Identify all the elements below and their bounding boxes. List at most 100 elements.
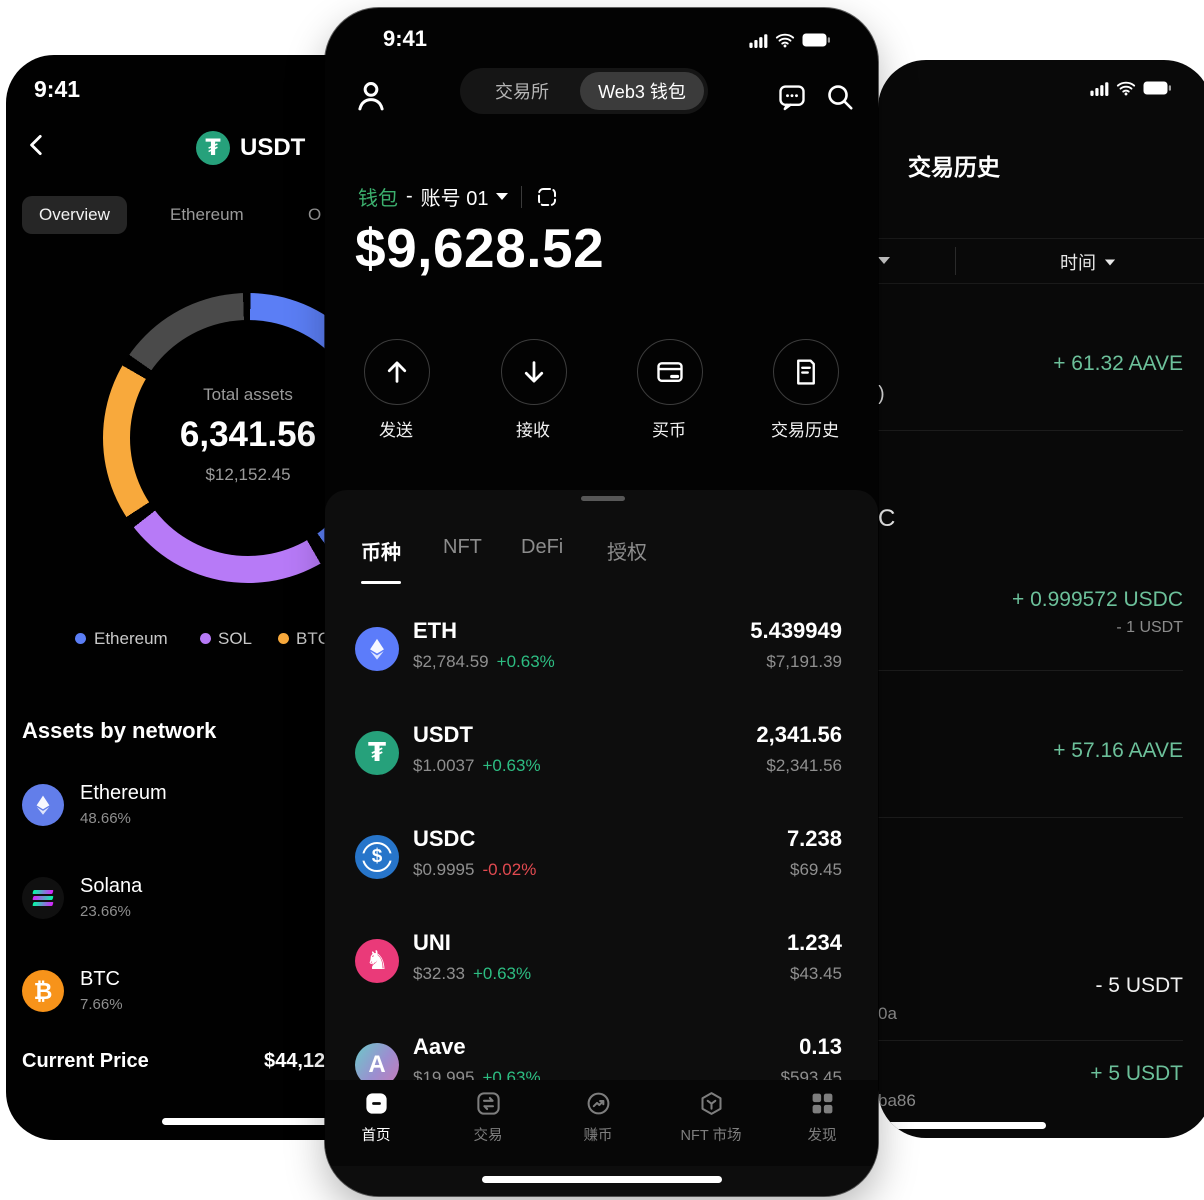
tab-nft[interactable]: NFT: [443, 536, 482, 558]
donut-center-subvalue: $12,152.45: [205, 465, 291, 484]
scan-qr-icon[interactable]: [535, 185, 559, 209]
token-change: +0.63%: [482, 756, 541, 775]
legend-dot-sol: [200, 633, 211, 644]
clipped-address-fragment: 0a: [878, 1004, 897, 1023]
tab-defi[interactable]: DeFi: [521, 536, 564, 558]
transaction-amount[interactable]: - 5 USDT: [1095, 974, 1183, 997]
receive-label: 接收: [516, 421, 550, 440]
token-row-usdt[interactable]: ₮ USDT $1.0037 +0.63% 2,341.56 $2,341.56: [325, 702, 878, 806]
segment-web3-wallet[interactable]: Web3 钱包: [580, 72, 704, 110]
legend-label-ethereum: Ethereum: [94, 629, 168, 648]
trade-icon: [475, 1090, 502, 1117]
token-price: $32.33 +0.63%: [413, 964, 532, 983]
transaction-amount[interactable]: + 5 USDT: [1090, 1062, 1183, 1085]
network-name: BTC: [80, 968, 120, 990]
segmented-control: 交易所 Web3 钱包: [460, 68, 708, 114]
filter-time-dropdown[interactable]: 时间: [1060, 249, 1116, 275]
divider: [878, 1040, 1183, 1041]
network-row-btc[interactable]: ₿ BTC 7.66%: [6, 968, 390, 1030]
donut-center-value: 6,341.56: [179, 415, 317, 454]
network-percent: 48.66%: [80, 810, 131, 827]
transaction-amount[interactable]: + 57.16 AAVE: [1053, 739, 1183, 762]
assets-sheet: [325, 490, 878, 1196]
account-name: 账号 01: [420, 188, 489, 210]
filter-divider: [955, 247, 956, 275]
history-button[interactable]: [773, 339, 839, 405]
nft-hexagon-icon: [698, 1090, 725, 1117]
buy-crypto-button[interactable]: [637, 339, 703, 405]
tab-overview[interactable]: Overview: [22, 196, 127, 234]
solana-icon: [22, 877, 64, 919]
profile-avatar-icon[interactable]: [353, 78, 389, 114]
status-icons: [749, 32, 830, 48]
nav-label: 交易: [473, 1128, 503, 1144]
token-row-usdc[interactable]: $ USDC $0.9995 -0.02% 7.238 $69.45: [325, 806, 878, 910]
legend-dot-btc: [278, 633, 289, 644]
ethereum-icon: [22, 784, 64, 826]
bottom-nav: 首页 交易 赚币 NFT 市场: [325, 1080, 878, 1166]
page-title-transaction-history: 交易历史: [908, 154, 1000, 180]
back-chevron-icon[interactable]: [24, 132, 50, 158]
support-chat-icon[interactable]: [777, 82, 807, 112]
home-indicator[interactable]: [878, 1122, 1046, 1129]
current-price-value: $44,12: [264, 1050, 326, 1072]
bitcoin-icon: ₿: [22, 970, 64, 1012]
wallet-account-row[interactable]: 钱包 - 账号 01: [358, 182, 559, 211]
chevron-down-icon[interactable]: [878, 257, 890, 264]
tab-approvals[interactable]: 授权: [607, 542, 647, 564]
network-name: Ethereum: [80, 782, 167, 804]
tab-ethereum[interactable]: Ethereum: [170, 205, 244, 224]
send-label: 发送: [379, 421, 413, 440]
token-price: $0.9995 -0.02%: [413, 860, 537, 879]
tab-other[interactable]: O: [308, 205, 322, 224]
search-icon[interactable]: [825, 82, 855, 112]
nav-label: 发现: [807, 1128, 837, 1144]
segment-exchange[interactable]: 交易所: [495, 82, 549, 102]
home-indicator[interactable]: [482, 1176, 722, 1183]
token-price: $1.0037 +0.63%: [413, 756, 541, 775]
tether-icon: ₮: [196, 131, 230, 165]
chevron-down-icon: [1104, 259, 1116, 265]
token-symbol: UNI: [413, 930, 451, 955]
network-percent: 23.66%: [80, 903, 131, 920]
divider: [878, 817, 1183, 818]
drag-handle[interactable]: [581, 496, 625, 501]
current-price-label: Current Price: [22, 1050, 149, 1072]
active-tab-underline: [361, 581, 401, 584]
divider: [878, 430, 1183, 431]
token-row-eth[interactable]: ETH $2,784.59 +0.63% 5.439949 $7,191.39: [325, 598, 878, 702]
token-change: -0.02%: [482, 860, 537, 879]
status-time: 9:41: [34, 76, 81, 102]
receive-button[interactable]: [501, 339, 567, 405]
token-amount: 5.439949: [750, 618, 842, 643]
network-row-solana[interactable]: Solana 23.66%: [6, 875, 390, 937]
token-value: $7,191.39: [766, 652, 842, 671]
clipped-text-fragment: ): [878, 383, 885, 405]
network-row-ethereum[interactable]: Ethereum 48.66%: [6, 782, 390, 844]
nav-earn[interactable]: 赚币: [550, 1090, 646, 1145]
token-value: $69.45: [790, 860, 842, 879]
arrow-down-icon: [524, 361, 544, 383]
token-price: $2,784.59 +0.63%: [413, 652, 555, 671]
usdc-icon: $: [355, 835, 399, 879]
transaction-amount[interactable]: + 61.32 AAVE: [1053, 352, 1183, 375]
nav-label: NFT 市场: [680, 1128, 742, 1144]
transaction-amount[interactable]: + 0.999572 USDC: [1011, 588, 1183, 611]
send-button[interactable]: [364, 339, 430, 405]
chevron-down-icon: [496, 193, 509, 200]
eth-icon: [355, 627, 399, 671]
nav-trade[interactable]: 交易: [440, 1090, 536, 1145]
home-indicator[interactable]: [162, 1118, 374, 1125]
nav-nft-market[interactable]: NFT 市场: [663, 1090, 759, 1145]
nav-label: 赚币: [583, 1128, 613, 1144]
history-label: 交易历史: [771, 421, 839, 440]
nav-discover[interactable]: 发现: [774, 1090, 870, 1145]
nav-home[interactable]: 首页: [328, 1090, 424, 1145]
filter-bar: 时间: [878, 238, 1204, 284]
token-row-uni[interactable]: ♞ UNI $32.33 +0.63% 1.234 $43.45: [325, 910, 878, 1014]
buy-crypto-label: 买币: [652, 421, 686, 440]
token-symbol: USDT: [413, 722, 473, 747]
document-icon: [797, 359, 815, 385]
tab-coins[interactable]: 币种: [361, 542, 401, 564]
